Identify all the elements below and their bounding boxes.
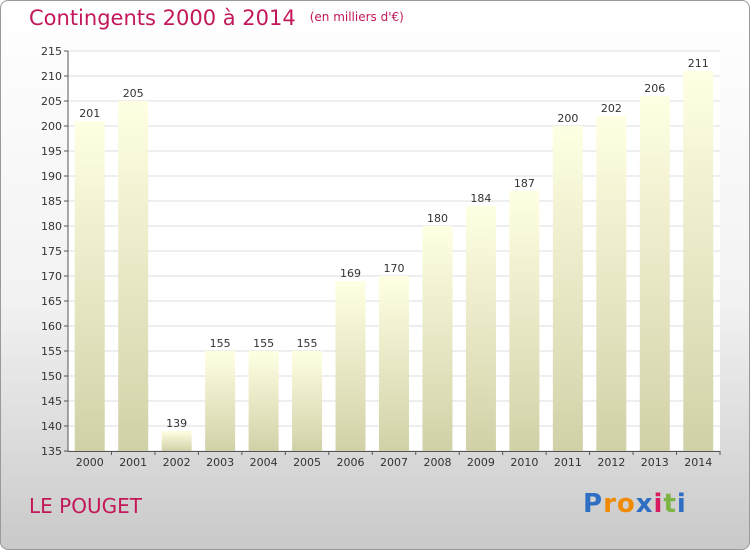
- bar-2006: [335, 281, 366, 451]
- chart-title: Contingents 2000 à 2014 (en milliers d'€): [29, 6, 404, 30]
- y-tick-label: 180: [41, 220, 62, 233]
- logo-letter: r: [603, 489, 617, 519]
- y-tick-label: 195: [41, 145, 62, 158]
- bar-2003: [205, 351, 236, 451]
- x-tick-label-2006: 2006: [337, 456, 365, 469]
- x-tick-label-2002: 2002: [163, 456, 191, 469]
- y-tick-label: 155: [41, 345, 62, 358]
- y-tick-label: 150: [41, 370, 62, 383]
- y-tick-label: 205: [41, 95, 62, 108]
- bar-2012: [596, 116, 627, 451]
- x-tick-label-2011: 2011: [554, 456, 582, 469]
- x-tick-label-2003: 2003: [206, 456, 234, 469]
- data-label-2009: 184: [470, 192, 491, 205]
- data-label-2005: 155: [297, 337, 318, 350]
- x-tick-label-2000: 2000: [76, 456, 104, 469]
- bar-2011: [552, 126, 583, 451]
- data-label-2006: 169: [340, 267, 361, 280]
- x-tick-label-2013: 2013: [641, 456, 669, 469]
- y-tick-label: 160: [41, 320, 62, 333]
- y-tick-label: 185: [41, 195, 62, 208]
- data-label-2010: 187: [514, 177, 535, 190]
- y-tick-label: 140: [41, 420, 62, 433]
- logo-letter: x: [635, 489, 654, 519]
- x-tick-label-2008: 2008: [423, 456, 451, 469]
- title-text: Contingents 2000 à 2014: [29, 6, 296, 30]
- bar-2001: [118, 101, 149, 451]
- data-label-2002: 139: [166, 417, 187, 430]
- y-tick-label: 175: [41, 245, 62, 258]
- x-tick-label-2005: 2005: [293, 456, 321, 469]
- data-label-2012: 202: [601, 102, 622, 115]
- bar-2005: [292, 351, 323, 451]
- data-label-2011: 200: [557, 112, 578, 125]
- x-tick-label-2001: 2001: [119, 456, 147, 469]
- data-label-2001: 205: [123, 87, 144, 100]
- bar-2007: [379, 276, 409, 451]
- x-tick-label-2012: 2012: [597, 456, 625, 469]
- data-label-2003: 155: [210, 337, 231, 350]
- data-label-2013: 206: [644, 82, 665, 95]
- logo-letter: i: [653, 489, 664, 519]
- commune-name: LE POUGET: [29, 494, 142, 518]
- y-tick-label: 215: [41, 45, 62, 58]
- x-tick-label-2004: 2004: [250, 456, 278, 469]
- data-label-2008: 180: [427, 212, 448, 225]
- logo-letter: t: [663, 489, 677, 519]
- bar-2000: [74, 121, 105, 451]
- logo-letter: P: [583, 489, 604, 519]
- y-tick-label: 210: [41, 70, 62, 83]
- bar-2002: [161, 431, 192, 451]
- x-tick-label-2014: 2014: [684, 456, 712, 469]
- proxiti-logo: Proxiti: [583, 489, 687, 519]
- x-tick-label-2009: 2009: [467, 456, 495, 469]
- data-label-2014: 211: [688, 57, 709, 70]
- y-tick-label: 170: [41, 270, 62, 283]
- bar-2010: [509, 191, 540, 451]
- bar-2013: [639, 96, 670, 451]
- logo-letter: i: [676, 489, 687, 519]
- y-tick-label: 135: [41, 445, 62, 458]
- bar-2009: [465, 206, 496, 451]
- bar-2008: [422, 226, 453, 451]
- data-label-2007: 170: [384, 262, 405, 275]
- x-tick-label-2010: 2010: [510, 456, 538, 469]
- y-tick-label: 165: [41, 295, 62, 308]
- chart-subtitle: (en milliers d'€): [309, 10, 404, 24]
- bar-2014: [683, 71, 714, 451]
- x-tick-label-2007: 2007: [380, 456, 408, 469]
- y-tick-label: 190: [41, 170, 62, 183]
- bar-2004: [248, 351, 279, 451]
- y-tick-label: 200: [41, 120, 62, 133]
- data-label-2004: 155: [253, 337, 274, 350]
- data-label-2000: 201: [79, 107, 100, 120]
- y-tick-label: 145: [41, 395, 62, 408]
- logo-letter: o: [616, 489, 636, 519]
